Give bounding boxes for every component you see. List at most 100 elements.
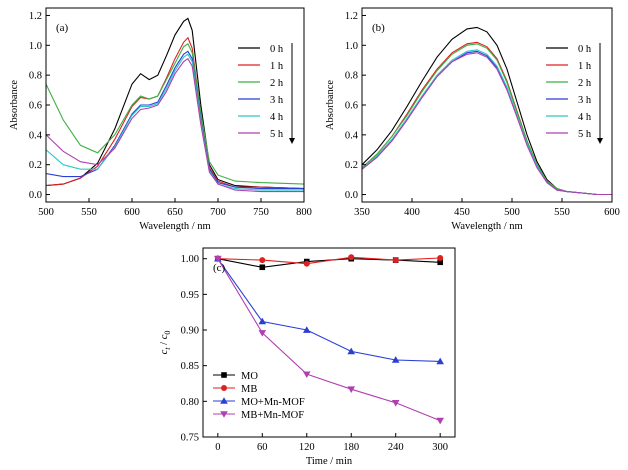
data-point xyxy=(392,257,399,264)
series-group xyxy=(46,17,304,193)
legend-label: 1 h xyxy=(578,61,592,72)
chart-panel-0: 500 550 600 650 700 750 800 0.0 0.2 0.4 0.6 0.8 1.0 1… xyxy=(9,7,312,232)
x-tick-label: 240 xyxy=(388,442,404,453)
legend-label: 3 h xyxy=(270,95,284,106)
data-point xyxy=(436,417,444,425)
series-line-2 xyxy=(217,258,441,362)
series-line-0 xyxy=(46,17,304,190)
chart-panel-2: 0 60 120 180 240 300 0.75 0.80 0.85 0.90 0.95 1.00 T… xyxy=(159,247,456,467)
series-line-3 xyxy=(217,258,441,422)
x-tick-label: 550 xyxy=(554,207,570,218)
y-tick-label: 1.00 xyxy=(181,254,199,265)
legend-label: 0 h xyxy=(578,44,592,55)
x-tick-label: 800 xyxy=(296,207,312,218)
chart-panel-1: 350 400 450 500 550 600 0.0 0.2 0.4 0.6 0.8 1.0 1.2 W… xyxy=(325,7,620,232)
y-tick-label: 0.6 xyxy=(29,101,42,112)
y-tick-label: 0.90 xyxy=(181,326,199,337)
series-line-4 xyxy=(362,49,612,196)
y-tick-label: 0.8 xyxy=(29,71,42,82)
trend-arrow-head xyxy=(597,138,603,144)
x-tick-label: 500 xyxy=(38,207,54,218)
x-tick-label: 500 xyxy=(504,207,520,218)
y-tick-label: 0.0 xyxy=(29,190,42,201)
legend-label: MO xyxy=(241,371,258,382)
legend-label: 5 h xyxy=(578,129,592,140)
legend-marker xyxy=(220,397,228,404)
legend-label: MO+Mn-MOF xyxy=(241,397,305,408)
data-point xyxy=(348,254,355,261)
legend-label: 1 h xyxy=(270,61,284,72)
legend-label: 2 h xyxy=(578,78,592,89)
y-tick-label: 0.4 xyxy=(29,130,43,141)
series-line-5 xyxy=(362,52,612,196)
legend-label: MB+Mn-MOF xyxy=(241,410,304,421)
plot-frame xyxy=(202,247,456,438)
x-tick-label: 60 xyxy=(257,442,268,453)
panel-label: (a) xyxy=(56,22,69,34)
x-tick-label: 0 xyxy=(215,442,220,453)
data-point xyxy=(214,255,222,263)
y-tick-label: 0.80 xyxy=(181,397,199,408)
data-point xyxy=(303,260,310,267)
y-tick-label: 0.2 xyxy=(29,160,42,171)
y-tick-label: 0.75 xyxy=(181,433,199,444)
data-point xyxy=(258,317,267,325)
legend-marker xyxy=(221,385,227,391)
y-tick-label: 0.95 xyxy=(181,290,199,301)
y-tick-label: 0.6 xyxy=(345,101,358,112)
data-point xyxy=(436,357,444,365)
x-tick-label: 700 xyxy=(210,207,226,218)
y-tick-label: 1.2 xyxy=(345,11,358,22)
series-line-5 xyxy=(46,57,304,193)
data-point xyxy=(437,254,444,261)
x-axis-label: Time / min xyxy=(306,456,353,467)
legend-label: 4 h xyxy=(578,112,592,123)
y-tick-label: 1.0 xyxy=(345,41,358,52)
x-tick-label: 350 xyxy=(354,207,370,218)
legend-marker xyxy=(221,372,227,378)
legend-label: 0 h xyxy=(270,44,284,55)
trend-arrow-head xyxy=(289,138,295,144)
legend-label: 2 h xyxy=(270,78,284,89)
x-axis-label: Wavelength / nm xyxy=(451,221,522,232)
legend-label: 3 h xyxy=(578,95,592,106)
data-point xyxy=(259,264,266,271)
y-tick-label: 0.0 xyxy=(345,190,358,201)
series-line-1 xyxy=(46,36,304,190)
panel-label: (c) xyxy=(213,262,226,274)
x-tick-label: 650 xyxy=(167,207,183,218)
y-axis-label: ct / c0 xyxy=(159,331,172,355)
y-tick-label: 0.8 xyxy=(345,71,358,82)
legend-label: MB xyxy=(241,384,257,395)
x-tick-label: 600 xyxy=(604,207,620,218)
data-point xyxy=(302,326,311,333)
x-tick-label: 750 xyxy=(253,207,269,218)
data-point xyxy=(258,330,267,337)
plot-frame xyxy=(361,7,613,203)
x-tick-label: 600 xyxy=(124,207,140,218)
data-point xyxy=(347,347,356,355)
series-line-1 xyxy=(217,256,441,265)
data-point xyxy=(391,399,400,407)
y-axis-label: Absorbance xyxy=(9,80,20,130)
y-axis-label: Absorbance xyxy=(325,80,336,130)
x-tick-label: 120 xyxy=(299,442,315,453)
y-tick-label: 0.85 xyxy=(181,361,199,372)
series-group xyxy=(214,254,444,425)
legend: 0 h 1 h 2 h 3 h 4 h 5 h xyxy=(546,43,603,144)
data-point xyxy=(391,356,400,363)
data-point xyxy=(437,259,443,266)
data-point xyxy=(347,386,356,394)
x-tick-label: 300 xyxy=(432,442,448,453)
series-line-2 xyxy=(46,42,304,185)
legend: MO MB MO+Mn-MOF MB+Mn-MOF xyxy=(213,371,305,421)
data-point xyxy=(259,257,266,264)
x-tick-label: 400 xyxy=(404,207,420,218)
data-point xyxy=(302,371,311,379)
legend-marker xyxy=(220,411,228,418)
y-tick-label: 1.2 xyxy=(29,11,42,22)
series-group xyxy=(362,26,612,196)
plot-frame xyxy=(45,7,305,203)
legend-label: 5 h xyxy=(270,129,284,140)
